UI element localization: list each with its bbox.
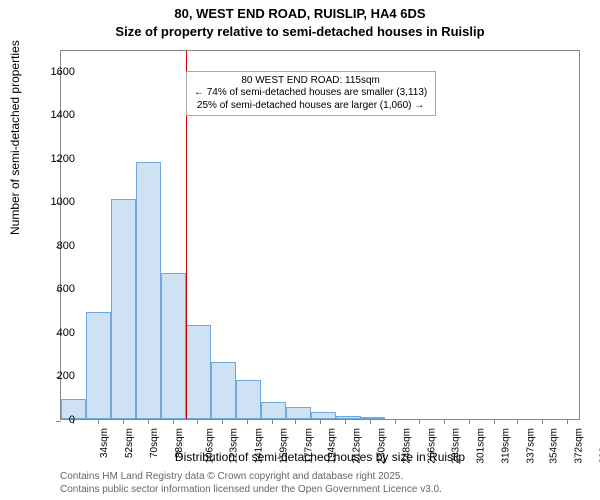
x-tick-label: 319sqm bbox=[500, 428, 511, 464]
histogram-bar bbox=[336, 416, 361, 419]
histogram-bar bbox=[361, 417, 386, 419]
chart-title-main: 80, WEST END ROAD, RUISLIP, HA4 6DS bbox=[0, 6, 600, 21]
x-tick-label: 88sqm bbox=[174, 428, 185, 458]
footer-line-2: Contains public sector information licen… bbox=[60, 483, 442, 496]
x-tick-mark bbox=[320, 419, 321, 424]
x-tick-mark bbox=[173, 419, 174, 424]
x-tick-mark bbox=[517, 419, 518, 424]
x-tick-mark bbox=[123, 419, 124, 424]
footer-line-1: Contains HM Land Registry data © Crown c… bbox=[60, 470, 442, 483]
histogram-bar bbox=[261, 402, 286, 419]
annotation-box: 80 WEST END ROAD: 115sqm← 74% of semi-de… bbox=[186, 71, 436, 117]
histogram-bar bbox=[211, 362, 236, 419]
x-tick-label: 159sqm bbox=[278, 428, 289, 464]
histogram-bar bbox=[236, 380, 261, 419]
x-tick-label: 248sqm bbox=[402, 428, 413, 464]
x-tick-label: 141sqm bbox=[253, 428, 264, 464]
y-tick-label: 400 bbox=[35, 327, 75, 339]
x-tick-label: 354sqm bbox=[549, 428, 560, 464]
histogram-bar bbox=[111, 199, 136, 419]
histogram-bar bbox=[311, 412, 336, 419]
annotation-line: 25% of semi-detached houses are larger (… bbox=[192, 100, 430, 113]
histogram-bar bbox=[161, 273, 186, 419]
x-tick-label: 34sqm bbox=[99, 428, 110, 458]
x-tick-mark bbox=[469, 419, 470, 424]
chart-plot-area: 80 WEST END ROAD: 115sqm← 74% of semi-de… bbox=[60, 50, 580, 420]
x-tick-mark bbox=[395, 419, 396, 424]
y-tick-label: 1000 bbox=[35, 196, 75, 208]
y-tick-label: 600 bbox=[35, 283, 75, 295]
y-tick-label: 200 bbox=[35, 370, 75, 382]
x-tick-mark bbox=[148, 419, 149, 424]
x-tick-mark bbox=[542, 419, 543, 424]
chart-title-sub: Size of property relative to semi-detach… bbox=[0, 24, 600, 39]
histogram-bar bbox=[136, 162, 161, 419]
x-tick-label: 106sqm bbox=[205, 428, 216, 464]
x-tick-label: 52sqm bbox=[124, 428, 135, 458]
x-tick-mark bbox=[247, 419, 248, 424]
x-tick-mark bbox=[370, 419, 371, 424]
x-tick-mark bbox=[98, 419, 99, 424]
x-tick-label: 266sqm bbox=[427, 428, 438, 464]
y-tick-label: 1200 bbox=[35, 153, 75, 165]
x-tick-mark bbox=[345, 419, 346, 424]
x-tick-label: 123sqm bbox=[228, 428, 239, 464]
x-tick-label: 212sqm bbox=[352, 428, 363, 464]
y-tick-label: 0 bbox=[35, 414, 75, 426]
x-tick-label: 283sqm bbox=[450, 428, 461, 464]
x-tick-label: 337sqm bbox=[525, 428, 536, 464]
x-tick-mark bbox=[272, 419, 273, 424]
y-axis-label: Number of semi-detached properties bbox=[8, 40, 22, 235]
x-tick-mark bbox=[419, 419, 420, 424]
annotation-line: 80 WEST END ROAD: 115sqm bbox=[192, 75, 430, 88]
x-tick-mark bbox=[494, 419, 495, 424]
x-tick-label: 70sqm bbox=[149, 428, 160, 458]
x-tick-mark bbox=[567, 419, 568, 424]
y-tick-label: 1400 bbox=[35, 109, 75, 121]
chart-footer: Contains HM Land Registry data © Crown c… bbox=[60, 470, 442, 496]
x-tick-mark bbox=[197, 419, 198, 424]
y-tick-label: 1600 bbox=[35, 66, 75, 78]
x-tick-label: 177sqm bbox=[303, 428, 314, 464]
x-tick-mark bbox=[444, 419, 445, 424]
x-tick-label: 301sqm bbox=[475, 428, 486, 464]
histogram-bar bbox=[286, 407, 311, 419]
x-tick-label: 372sqm bbox=[574, 428, 585, 464]
x-tick-mark bbox=[295, 419, 296, 424]
histogram-bar bbox=[86, 312, 111, 419]
annotation-line: ← 74% of semi-detached houses are smalle… bbox=[192, 87, 430, 100]
histogram-bar bbox=[186, 325, 211, 419]
x-tick-mark bbox=[222, 419, 223, 424]
x-tick-label: 194sqm bbox=[327, 428, 338, 464]
y-tick-label: 800 bbox=[35, 240, 75, 252]
x-tick-label: 230sqm bbox=[377, 428, 388, 464]
